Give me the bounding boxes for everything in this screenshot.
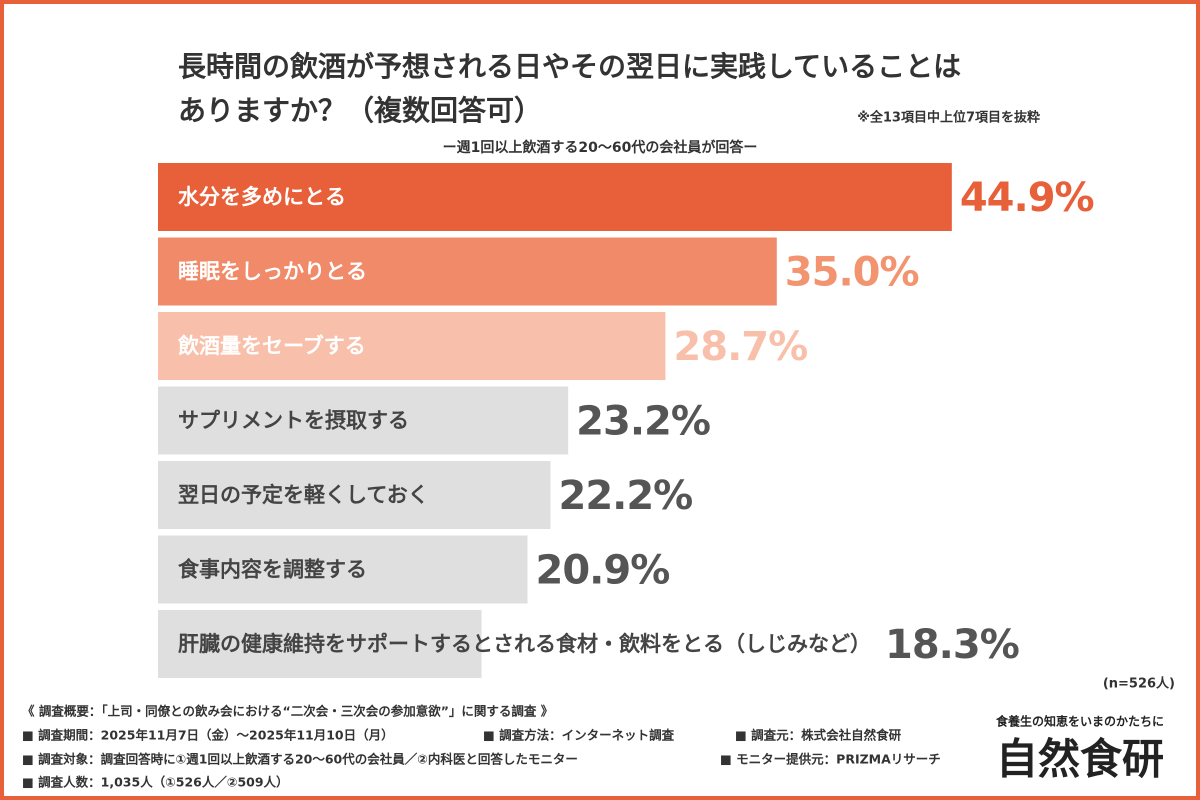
footer-heading: 《 調査概要：「上司・同僚との飲み会における“二次会・三次会の参加意欲”」に関す… <box>22 704 553 719</box>
value-label: 44.9% <box>960 175 1094 221</box>
category-label: サプリメントを摂取する <box>178 409 409 433</box>
value-label: 22.2% <box>558 473 692 519</box>
bar <box>158 610 482 678</box>
subtitle: ー週1回以上飲酒する20〜60代の会社員が回答ー <box>443 139 758 156</box>
bar <box>158 237 777 306</box>
category-label: 水分を多めにとる <box>178 185 346 209</box>
chart-title: 長時間の飲酒が予想される日やその翌日に実践していることは <box>178 50 961 83</box>
chart-title: ありますか？（複数回答可） <box>178 94 542 127</box>
brand-tagline: 食養生の知恵をいまのかたちに <box>995 714 1164 729</box>
footer-line: ■ 調査元：株式会社自然食研 <box>735 728 902 743</box>
value-label: 28.7% <box>673 324 807 370</box>
footer-line: ■ 調査人数：1,035人（①526人／②509人） <box>22 775 289 790</box>
footer-line: ■ 調査方法：インターネット調査 <box>483 728 675 743</box>
category-label: 飲酒量をセーブする <box>177 334 366 358</box>
bar <box>158 386 569 455</box>
footer-line: ■ モニター提供元：PRIZMAリサーチ <box>720 752 941 767</box>
footer-line: ■ 調査対象：調査回答時に①週1回以上飲酒する20〜60代の会社員／②内科医と回… <box>22 752 578 767</box>
bar <box>158 312 666 380</box>
category-label: 睡眠をしっかりとる <box>178 260 367 284</box>
brand-name: 自然食研 <box>996 735 1164 784</box>
note: ※全13項目中上位7項目を抜粋 <box>857 110 1040 126</box>
footer-line: ■ 調査期間：2025年11月7日（金）〜2025年11月10日（月） <box>22 728 394 743</box>
value-label: 18.3% <box>885 622 1019 668</box>
value-label: 35.0% <box>785 250 919 296</box>
category-label: 肝臓の健康維持をサポートするとされる食材・飲料をとる（しじみなど） <box>178 632 871 656</box>
bar <box>158 163 952 231</box>
category-label: 食事内容を調整する <box>178 558 367 582</box>
category-label: 翌日の予定を軽くしておく <box>178 483 429 507</box>
bar <box>158 535 528 604</box>
value-label: 20.9% <box>536 548 670 594</box>
bar <box>158 461 551 529</box>
sample-size: (n=526人) <box>1103 676 1175 692</box>
value-label: 23.2% <box>576 399 710 445</box>
